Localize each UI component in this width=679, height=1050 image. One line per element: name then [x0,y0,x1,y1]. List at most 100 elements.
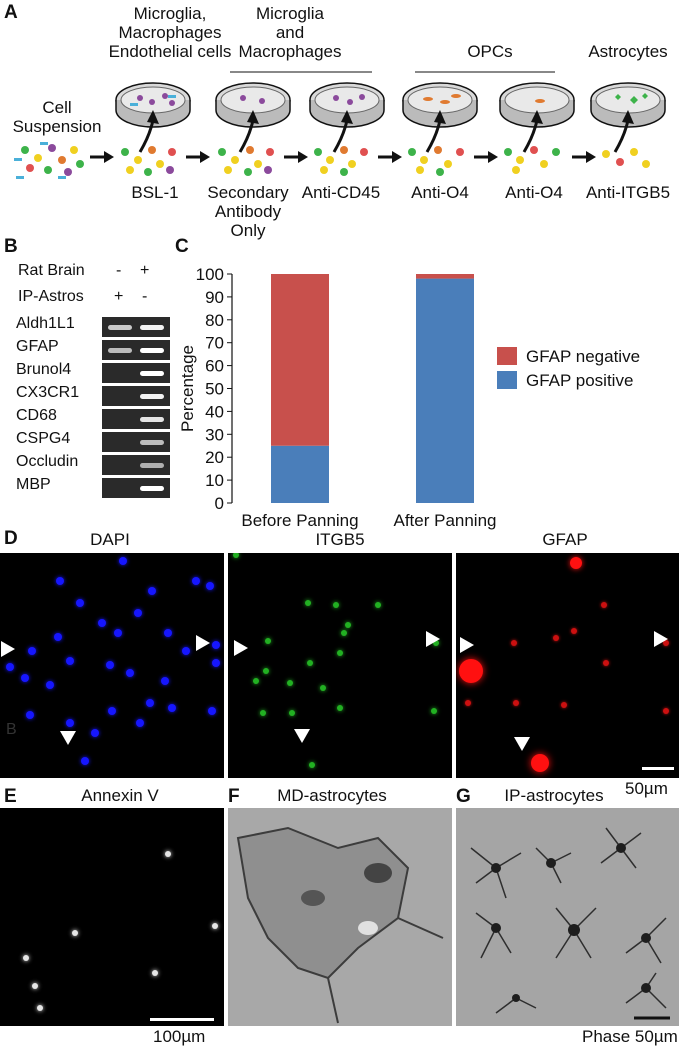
dapi-nucleus [108,707,116,715]
dapi-nucleus [98,619,106,627]
bar-segment [416,274,474,279]
step-label-3: Anti-CD45 [301,183,381,202]
legend-swatch [497,371,517,389]
arrowhead-icon [294,729,310,743]
gfap-stacked-bar-chart: 0 10 20 30 40 50 60 70 80 90 100 Percentage Before P… [178,265,640,530]
gel-band [108,325,132,330]
gel-lane-row [102,478,170,498]
dapi-nucleus [146,699,154,707]
y-axis-label: Percentage [178,345,197,432]
arrowhead-icon [460,637,474,653]
arrowhead-icon [60,731,76,745]
dapi-nucleus [208,707,216,715]
panning-schematic [14,71,666,179]
bar-segment [416,278,474,503]
gfap-title: GFAP [542,530,588,549]
gfap-signal [570,557,582,569]
dapi-nucleus [81,757,89,765]
y-tick-label: 100 [196,265,224,284]
legend-label: GFAP negative [526,347,640,366]
gel-lane-row [102,363,170,383]
dapi-nucleus [6,663,14,671]
itgb5-signal [265,638,271,644]
cell-cluster-1 [121,146,176,176]
dapi-nucleus [28,647,36,655]
gel-band [108,348,132,353]
dapi-nucleus [76,599,84,607]
y-tick-label: 60 [205,357,224,376]
step-label-1: BSL-1 [131,183,179,202]
itgb5-signal [305,600,311,606]
annexin-signal [212,923,218,929]
md-cell-body [301,890,325,906]
itgb5-signal [320,685,326,691]
annexin-signal [23,955,29,961]
itgb5-signal [253,678,259,684]
annexin-signal [152,970,158,976]
x-category-label: After Panning [393,511,496,530]
petri-dish-5 [499,82,575,128]
annexin-title: Annexin V [81,786,159,805]
dapi-nucleus [56,577,64,585]
panel-f-label: F [228,786,240,807]
gel-band [140,463,164,468]
annexin-image [0,808,224,1026]
bar-segment [271,274,329,446]
itgb5-title: ITGB5 [315,530,365,549]
itgb5-signal [345,622,351,628]
arrowhead-icon [654,631,668,647]
itgb5-signal [233,553,239,558]
step-label-2: Secondary Antibody Only [207,183,289,240]
itgb5-signal [337,650,343,656]
gene-label: CD68 [16,407,57,424]
step-label-6: Anti-ITGB5 [585,183,671,202]
gel-lane-row [102,317,170,337]
dapi-nucleus [182,647,190,655]
itgb5-signal [289,710,295,716]
scale-bar-e [150,1018,214,1021]
itgb5-signal [333,602,339,608]
md-cell-body [364,863,392,883]
legend-swatch [497,347,517,365]
itgb5-signal [375,602,381,608]
gfap-signal [571,628,577,634]
cell-cluster-4 [408,146,464,176]
dapi-nucleus [66,657,74,665]
ip-astros-lane2: - [142,288,148,305]
ip-cell-process [600,827,642,869]
gene-label: CX3CR1 [16,384,80,401]
ip-cell-process [555,907,597,959]
itgb5-signal [309,762,315,768]
ip-astros-label: IP-Astros [18,288,84,305]
scale-label-d: 50µm [625,779,668,798]
gfap-signal [603,660,609,666]
gel-lane-row [102,340,170,360]
dapi-nucleus [192,577,200,585]
panel-b-label: B [4,236,18,257]
gfap-signal [513,700,519,706]
ip-cell-body [491,863,501,873]
gene-label: Brunol4 [16,361,72,378]
scale-label-g: Phase 50µm [582,1027,678,1046]
y-tick-label: 80 [205,311,224,330]
y-tick-label: 70 [205,334,224,353]
cell-cluster-6 [602,148,650,168]
gfap-signal [601,602,607,608]
dish-label-4: Astrocytes [588,42,668,61]
petri-dish-4 [402,82,478,128]
gene-label: Occludin [16,453,79,470]
dapi-nucleus [114,629,122,637]
panel-e-label: E [4,786,17,807]
cell-cluster-0 [14,142,84,179]
flow-arrows [90,151,596,163]
y-tick-label: 90 [205,288,224,307]
dapi-nucleus [212,659,220,667]
panel-g-label: G [456,786,471,807]
gfap-image [456,553,679,778]
rat-brain-label: Rat Brain [18,262,85,279]
y-tick-label: 40 [205,402,224,421]
ip-cell-body [641,983,651,993]
ip-cell-body [616,843,626,853]
gene-label: Aldh1L1 [16,315,75,332]
gel-lane-row [102,386,170,406]
